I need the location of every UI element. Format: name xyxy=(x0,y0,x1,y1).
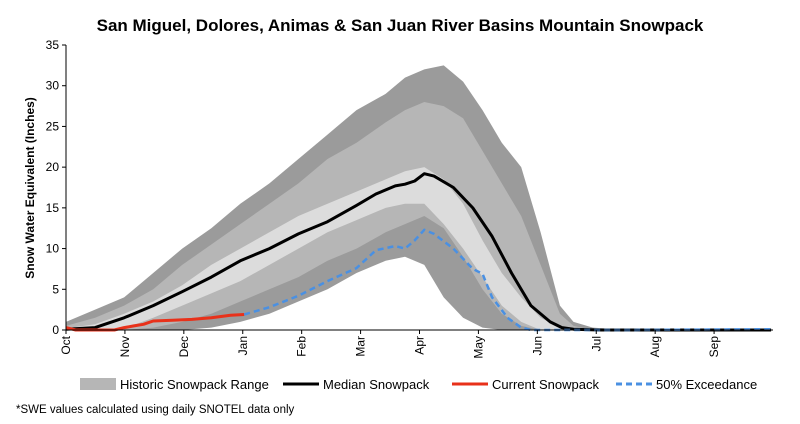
x-tick-label: Feb xyxy=(295,336,309,357)
range-band-2 xyxy=(66,167,628,330)
y-tick-label: 30 xyxy=(46,79,60,93)
legend: Historic Snowpack Range Median Snowpack Cu… xyxy=(80,377,757,392)
legend-label-current-snowpack: Current Snowpack xyxy=(492,377,599,392)
plot-area xyxy=(65,65,772,332)
y-tick-label: 15 xyxy=(46,201,60,215)
x-tick-label: May xyxy=(471,336,485,359)
y-axis-label: Snow Water Equivalent (Inches) xyxy=(23,97,37,279)
footnote: *SWE values calculated using daily SNOTE… xyxy=(16,404,295,416)
axes: 0 5 10 15 20 25 30 35 Oct Nov Dec Jan Feb Mar Apr May Ju… xyxy=(46,38,773,359)
x-tick-label: Jan xyxy=(236,336,250,355)
x-tick-label: Jun xyxy=(530,336,544,355)
y-tick-label: 0 xyxy=(52,323,59,337)
y-tick-label: 5 xyxy=(52,282,59,296)
y-tick-label: 20 xyxy=(46,160,60,174)
x-tick-label: Apr xyxy=(413,336,427,355)
series-line-median-snowpack xyxy=(65,172,772,332)
y-tick-label: 25 xyxy=(46,119,60,133)
x-tick-label: Oct xyxy=(59,335,73,354)
x-tick-label: Jul xyxy=(589,336,603,351)
y-tick-label: 10 xyxy=(46,242,60,256)
x-tick-label: Sep xyxy=(707,336,721,358)
legend-swatch-historic-snowpack-range xyxy=(80,378,116,390)
x-tick-label: Nov xyxy=(118,336,132,357)
legend-label-median-snowpack: Median Snowpack xyxy=(323,377,430,392)
legend-label-50-exceedance: 50% Exceedance xyxy=(656,377,757,392)
legend-label-historic-snowpack-range: Historic Snowpack Range xyxy=(120,377,269,392)
x-tick-label: Dec xyxy=(177,336,191,357)
x-tick-label: Mar xyxy=(354,336,368,357)
x-tick-label: Aug xyxy=(648,336,662,357)
y-tick-label: 35 xyxy=(46,38,60,52)
chart-title: San Miguel, Dolores, Animas & San Juan R… xyxy=(97,16,704,35)
